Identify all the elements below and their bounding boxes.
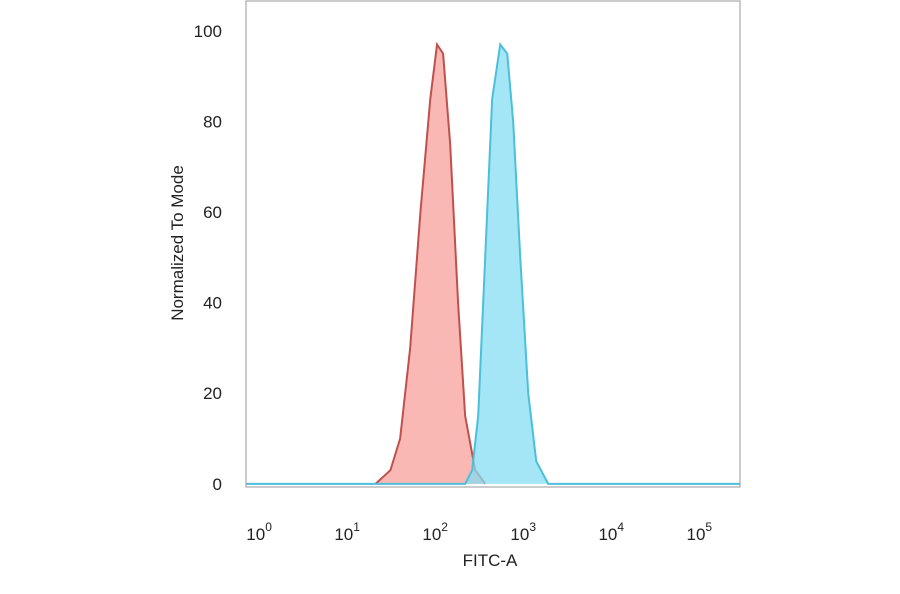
x-tick-label: 104 — [598, 520, 624, 544]
x-tick-label: 101 — [334, 520, 360, 544]
y-axis-label: Normalized To Mode — [168, 165, 187, 321]
x-tick-exp: 2 — [441, 520, 448, 534]
x-tick-exp: 5 — [705, 520, 712, 534]
y-tick-label: 20 — [203, 384, 222, 403]
x-tick-base: 10 — [510, 525, 529, 544]
area — [246, 44, 740, 484]
x-tick-exp: 0 — [265, 520, 272, 534]
x-tick-exp: 1 — [353, 520, 360, 534]
x-tick-exp: 3 — [529, 520, 536, 534]
x-tick-base: 10 — [686, 525, 705, 544]
plot-frame — [245, 0, 741, 488]
x-tick-base: 10 — [422, 525, 441, 544]
x-tick-base: 10 — [246, 525, 265, 544]
x-tick-base: 10 — [598, 525, 617, 544]
area — [375, 44, 486, 484]
histogram-line — [246, 42, 740, 485]
y-tick-label: 80 — [203, 112, 222, 131]
x-tick-exp: 4 — [617, 520, 624, 534]
x-tick-label: 103 — [510, 520, 536, 544]
y-tick-label: 60 — [203, 203, 222, 222]
x-tick-label: 105 — [686, 520, 712, 544]
x-tick-label: 102 — [422, 520, 448, 544]
y-tick-label: 0 — [213, 475, 222, 494]
x-tick-label: 100 — [246, 520, 272, 544]
histogram-line — [374, 41, 487, 485]
y-tick-label: 100 — [194, 22, 222, 41]
x-axis-label: FITC-A — [463, 551, 518, 570]
y-tick-label: 40 — [203, 294, 222, 313]
x-tick-base: 10 — [334, 525, 353, 544]
